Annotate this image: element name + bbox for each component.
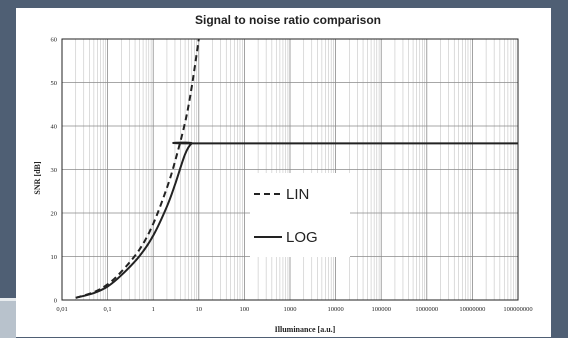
background-strip-highlight — [0, 298, 18, 301]
series-lin-line — [75, 38, 200, 299]
x-tick-label: 0,1 — [104, 306, 112, 313]
series-lines — [75, 38, 518, 299]
legend-lin-label: LIN — [286, 186, 309, 203]
snr-chart: Signal to noise ratio comparison 0 10 20 30… — [33, 13, 533, 334]
x-tick-label: 100 — [240, 306, 250, 313]
x-tick-label: 1000 — [284, 306, 297, 313]
series-log-line — [75, 141, 518, 299]
y-tick-label: 0 — [54, 298, 57, 305]
chart-panel: Signal to noise ratio comparison 0 10 20 30… — [16, 8, 551, 337]
legend-box — [250, 173, 350, 257]
x-tick-label: 10 — [196, 306, 203, 313]
x-axis-label: Illuminance [a.u.] — [275, 325, 336, 334]
y-tick-label: 40 — [51, 124, 58, 131]
x-tick-label: 1000000 — [415, 306, 438, 313]
y-tick-label: 20 — [51, 211, 58, 218]
grid — [61, 38, 519, 301]
x-tick-labels: 0,01 0,1 1 10 100 1000 10000 100000 1000000 10000… — [56, 306, 532, 313]
x-tick-label: 0,01 — [56, 306, 67, 313]
legend-log-label: LOG — [286, 229, 318, 246]
background-strip — [0, 300, 16, 338]
plot-frame — [61, 38, 519, 301]
y-tick-label: 60 — [51, 37, 58, 44]
y-tick-label: 30 — [51, 167, 58, 174]
x-tick-label: 10000 — [327, 306, 343, 313]
x-tick-label: 100000000 — [503, 306, 532, 313]
legend: LIN LOG — [254, 186, 318, 246]
y-tick-label: 10 — [51, 254, 58, 261]
x-tick-label: 1 — [152, 306, 155, 313]
y-axis-label: SNR [dB] — [33, 161, 42, 194]
y-tick-label: 50 — [51, 80, 58, 87]
x-tick-label: 10000000 — [459, 306, 485, 313]
x-tick-label: 100000 — [371, 306, 391, 313]
y-tick-labels: 0 10 20 30 40 50 60 — [51, 37, 58, 305]
chart-title: Signal to noise ratio comparison — [195, 13, 381, 27]
